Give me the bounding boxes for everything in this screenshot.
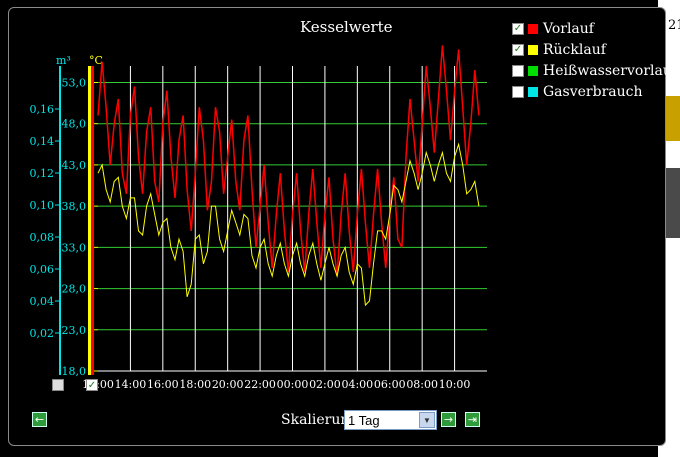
temp-axis-bar-yellow xyxy=(88,66,91,375)
prev-period-button[interactable]: ← xyxy=(32,412,47,427)
temp-unit-label: °C xyxy=(89,54,103,67)
gas-unit-label: m³ xyxy=(56,54,71,67)
legend-label: Gasverbrauch xyxy=(543,83,643,100)
legend-label: Vorlauf xyxy=(543,20,594,37)
chart-panel xyxy=(8,7,666,446)
gas-tick-label: 0,10 xyxy=(30,199,55,212)
axes xyxy=(55,66,487,375)
x-tick-label: 14:00 xyxy=(115,378,147,391)
heisswasservorlauf-swatch xyxy=(528,65,538,76)
temp-tick-label: 33,0 xyxy=(62,241,87,254)
ruecklauf-checkbox[interactable]: ✓ xyxy=(512,43,524,56)
background-block xyxy=(666,168,680,238)
temp-tick-label: 23,0 xyxy=(62,324,87,337)
temp-axis-checkbox[interactable]: ✓ xyxy=(86,379,98,391)
last-period-button[interactable]: ⇥ xyxy=(465,412,480,427)
gas-tick-label: 0,14 xyxy=(30,135,55,148)
background-window-text: 21 xyxy=(668,18,680,33)
vorlauf-swatch xyxy=(528,23,538,34)
temp-axis-bar-red xyxy=(91,66,94,375)
gas-tick-label: 0,12 xyxy=(30,167,55,180)
x-tick-label: 10:00 xyxy=(439,378,471,391)
x-tick-label: 06:00 xyxy=(374,378,406,391)
heisswasservorlauf-checkbox[interactable] xyxy=(512,64,524,77)
x-tick-label: 18:00 xyxy=(179,378,211,391)
gas-axis-checkbox[interactable] xyxy=(52,379,64,391)
series-layer xyxy=(97,45,480,307)
series-line-vorlauf xyxy=(97,45,480,277)
temp-tick-label: 28,0 xyxy=(62,283,87,296)
gas-tick-label: 0,16 xyxy=(30,103,55,116)
next-period-button[interactable]: → xyxy=(441,412,456,427)
scaling-label: Skalierung xyxy=(281,412,359,428)
x-tick-label: 02:00 xyxy=(309,378,341,391)
temp-tick-label: 43,0 xyxy=(62,159,87,172)
gas-tick-label: 0,06 xyxy=(30,263,55,276)
x-tick-label: 22:00 xyxy=(244,378,276,391)
temp-tick-label: 53,0 xyxy=(62,76,87,89)
scaling-select[interactable]: 1 Tag ▼ xyxy=(344,410,437,430)
gasverbrauch-checkbox[interactable] xyxy=(512,85,524,98)
gasverbrauch-swatch xyxy=(528,86,538,97)
x-tick-label: 08:00 xyxy=(406,378,438,391)
legend-label: Heißwasservorlauf xyxy=(543,62,678,79)
legend: ✓ Vorlauf ✓ Rücklauf Heißwasservorlauf G… xyxy=(512,18,677,102)
chart-title: Kesselwerte xyxy=(300,18,393,36)
gas-tick-label: 0,02 xyxy=(30,327,55,340)
legend-item-ruecklauf[interactable]: ✓ Rücklauf xyxy=(512,39,677,60)
temp-tick-label: 38,0 xyxy=(62,200,87,213)
chevron-down-icon[interactable]: ▼ xyxy=(419,412,435,428)
vorlauf-checkbox[interactable]: ✓ xyxy=(512,22,524,35)
legend-label: Rücklauf xyxy=(543,41,606,58)
series-line-ruecklauf xyxy=(97,142,480,307)
x-tick-label: 16:00 xyxy=(147,378,179,391)
x-tick-label: 00:00 xyxy=(277,378,309,391)
x-tick-label: 04:00 xyxy=(341,378,373,391)
legend-item-gasverbrauch[interactable]: Gasverbrauch xyxy=(512,81,677,102)
gas-tick-label: 0,08 xyxy=(30,231,55,244)
temp-tick-label: 18,0 xyxy=(62,365,87,378)
ruecklauf-swatch xyxy=(528,44,538,55)
temp-tick-label: 48,0 xyxy=(62,118,87,131)
gas-tick-label: 0,04 xyxy=(30,295,55,308)
x-tick-label: 20:00 xyxy=(212,378,244,391)
legend-item-heisswasservorlauf[interactable]: Heißwasservorlauf xyxy=(512,60,677,81)
background-block xyxy=(666,96,680,141)
legend-item-vorlauf[interactable]: ✓ Vorlauf xyxy=(512,18,677,39)
scaling-select-value: 1 Tag xyxy=(348,413,380,428)
